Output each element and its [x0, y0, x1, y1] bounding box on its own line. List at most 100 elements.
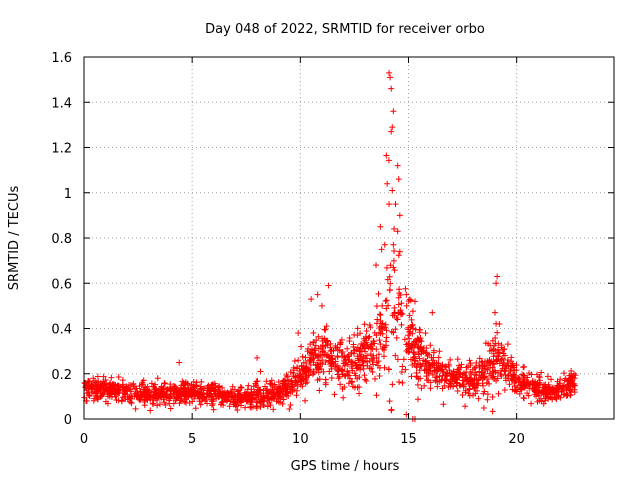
- data-point: [405, 332, 412, 339]
- data-point: [310, 359, 317, 366]
- data-point: [560, 370, 567, 377]
- data-point: [399, 363, 406, 370]
- data-point: [316, 375, 323, 382]
- data-point: [451, 375, 458, 382]
- data-point: [395, 310, 402, 317]
- data-point: [307, 361, 314, 368]
- data-point: [154, 402, 161, 409]
- data-point: [323, 323, 330, 330]
- data-point: [529, 378, 536, 385]
- data-point: [377, 317, 384, 324]
- data-point: [350, 350, 357, 357]
- data-point: [263, 378, 270, 385]
- data-point: [277, 384, 284, 391]
- data-point: [269, 384, 276, 391]
- data-point: [324, 338, 331, 345]
- data-point: [421, 382, 428, 389]
- data-point: [113, 388, 120, 395]
- data-point: [548, 376, 555, 383]
- data-point: [455, 366, 462, 373]
- data-point: [476, 368, 483, 375]
- data-point: [356, 361, 363, 368]
- data-point: [102, 385, 109, 392]
- data-point: [565, 383, 572, 390]
- data-point: [291, 358, 298, 365]
- data-point: [368, 345, 375, 352]
- data-point: [537, 381, 543, 388]
- x-tick-labels: 0 5 10 15 20: [80, 432, 525, 447]
- data-point: [196, 395, 203, 402]
- data-point: [181, 393, 188, 400]
- chart-title: Day 048 of 2022, SRMTID for receiver orb…: [205, 22, 485, 37]
- data-point: [280, 377, 287, 384]
- data-point: [148, 380, 155, 387]
- data-point: [329, 355, 336, 362]
- data-point: [235, 390, 242, 397]
- data-point: [207, 386, 214, 393]
- data-point: [314, 291, 321, 298]
- data-point: [252, 394, 259, 401]
- y-tick-label: 1.6: [51, 51, 72, 66]
- data-point: [332, 358, 339, 365]
- data-point: [334, 371, 341, 378]
- data-point: [177, 390, 184, 397]
- data-point: [494, 329, 501, 336]
- data-point: [503, 362, 510, 369]
- data-point: [402, 366, 409, 373]
- data-point: [393, 334, 400, 341]
- data-point: [143, 392, 150, 399]
- data-point: [114, 382, 121, 389]
- data-point: [354, 325, 361, 332]
- data-point: [454, 388, 461, 395]
- data-point: [299, 376, 306, 383]
- data-point: [431, 360, 438, 367]
- data-point: [379, 345, 386, 352]
- data-point: [361, 321, 368, 328]
- data-point: [506, 381, 513, 388]
- data-point: [244, 386, 251, 393]
- data-point: [406, 335, 413, 342]
- data-point: [294, 365, 301, 372]
- data-point: [300, 359, 307, 366]
- data-point: [226, 403, 233, 410]
- data-point: [204, 400, 211, 407]
- data-point: [176, 359, 183, 366]
- data-point: [266, 399, 273, 406]
- data-point: [409, 322, 416, 329]
- data-point: [392, 352, 399, 359]
- data-point: [144, 390, 151, 397]
- data-point: [537, 395, 544, 402]
- data-point: [108, 393, 115, 400]
- data-point: [414, 360, 421, 367]
- data-point: [512, 387, 519, 394]
- x-tick-label: 5: [188, 432, 196, 447]
- data-point: [195, 388, 202, 395]
- data-point: [297, 381, 304, 388]
- data-point: [414, 381, 421, 388]
- data-point: [429, 371, 436, 378]
- data-point: [295, 330, 302, 337]
- data-point: [330, 347, 337, 354]
- data-point: [319, 335, 326, 342]
- x-tick-label: 10: [292, 432, 309, 447]
- data-point: [222, 396, 229, 403]
- data-point: [471, 365, 478, 372]
- data-point: [182, 379, 189, 386]
- data-point: [307, 354, 314, 361]
- data-point: [362, 348, 369, 355]
- y-tick-label: 1: [64, 187, 72, 202]
- data-point: [391, 248, 398, 255]
- data-point: [220, 390, 227, 397]
- data-point: [232, 403, 239, 410]
- data-point: [436, 348, 443, 355]
- data-point: [496, 320, 503, 327]
- data-point: [484, 391, 491, 398]
- data-point: [520, 394, 527, 401]
- data-point: [376, 337, 383, 344]
- data-point: [379, 302, 386, 309]
- data-point: [276, 399, 283, 406]
- data-point: [400, 356, 407, 363]
- data-point: [375, 290, 382, 297]
- data-point: [373, 354, 380, 361]
- data-point: [377, 311, 384, 318]
